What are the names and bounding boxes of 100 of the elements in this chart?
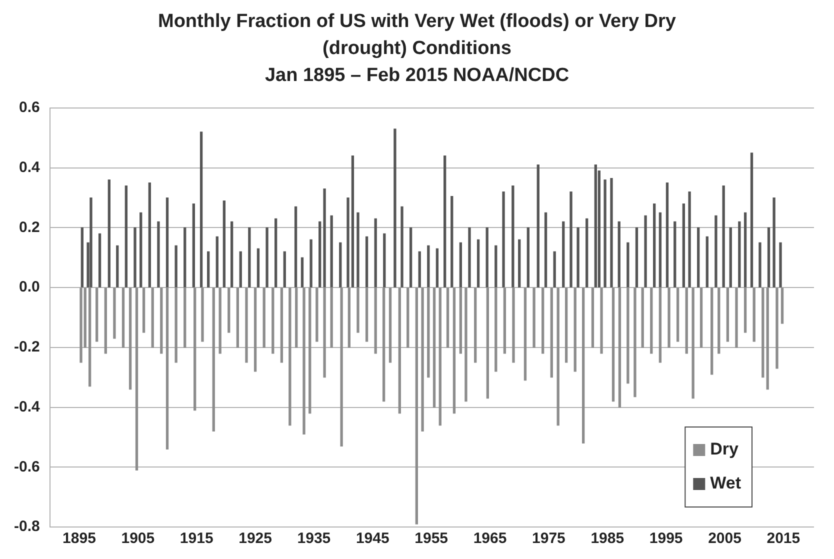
bar <box>166 197 169 288</box>
bar <box>207 251 210 288</box>
bar <box>772 197 776 288</box>
bar <box>570 191 572 288</box>
bar <box>310 239 312 288</box>
bar <box>532 288 536 348</box>
bar <box>128 288 132 390</box>
bar <box>610 178 613 288</box>
bar <box>444 156 446 288</box>
bar <box>550 288 553 378</box>
bar <box>340 288 343 447</box>
bar <box>494 288 498 372</box>
bar <box>735 288 738 348</box>
x-tick-label: 1935 <box>297 530 331 548</box>
bar <box>302 288 306 435</box>
y-tick-label: -0.8 <box>14 518 40 536</box>
bar <box>486 227 488 288</box>
bar <box>134 227 136 288</box>
bar <box>80 227 84 288</box>
bar <box>676 288 680 342</box>
bar <box>200 132 203 288</box>
bar <box>356 288 360 333</box>
bar <box>308 288 312 414</box>
bar <box>294 206 298 288</box>
bar <box>192 203 195 288</box>
bar <box>218 288 222 354</box>
bar <box>432 288 436 408</box>
bar <box>230 221 234 288</box>
bar <box>780 288 784 324</box>
bar <box>666 182 669 288</box>
y-tick-label: 0.0 <box>18 278 40 296</box>
bar <box>394 128 396 288</box>
bar <box>468 227 471 288</box>
bar <box>653 203 656 288</box>
bar <box>446 288 450 348</box>
bar <box>194 288 196 411</box>
bar <box>245 288 248 363</box>
bar <box>318 221 322 288</box>
bar <box>635 227 638 288</box>
bar <box>280 288 284 363</box>
bar <box>591 288 594 348</box>
x-tick-label: 1975 <box>532 530 566 548</box>
bar <box>248 227 251 288</box>
bar <box>626 288 630 384</box>
bar <box>486 288 490 399</box>
bar <box>512 185 514 288</box>
bar <box>88 288 92 387</box>
x-tick-label: 1925 <box>238 530 272 548</box>
bar <box>459 242 462 288</box>
bar <box>272 288 274 354</box>
bar <box>339 242 342 288</box>
bar <box>710 288 714 375</box>
x-tick-label: 1905 <box>121 530 155 548</box>
bar <box>288 288 292 426</box>
bar <box>600 288 603 354</box>
bar <box>160 288 163 354</box>
bar <box>348 288 351 348</box>
bar <box>108 180 110 288</box>
bar <box>316 288 318 342</box>
bar <box>184 288 186 348</box>
bar <box>374 218 377 288</box>
bar <box>174 288 178 363</box>
y-tick-label: -0.2 <box>14 338 40 356</box>
bar <box>236 288 240 348</box>
bar <box>779 242 782 288</box>
bar <box>418 251 421 288</box>
bar <box>752 288 756 342</box>
bar <box>626 242 630 288</box>
bar <box>738 221 741 288</box>
bar <box>382 288 386 402</box>
bar <box>406 288 410 348</box>
bar <box>400 206 404 288</box>
bar <box>148 182 151 288</box>
bar <box>330 215 333 288</box>
bar <box>80 288 82 363</box>
bar <box>135 288 138 470</box>
x-tick-label: 1915 <box>180 530 214 548</box>
bar <box>574 288 576 372</box>
bar <box>262 288 266 348</box>
bar <box>674 221 676 288</box>
bar <box>222 200 226 288</box>
bar <box>464 288 468 402</box>
bar <box>157 221 160 288</box>
bar <box>174 245 178 288</box>
bar <box>544 212 548 288</box>
bar <box>542 288 544 354</box>
bar <box>96 288 98 342</box>
bar <box>415 288 418 524</box>
bar <box>388 288 392 363</box>
bar <box>216 236 218 288</box>
bar <box>594 164 597 288</box>
bar <box>556 288 560 426</box>
bar <box>729 227 732 288</box>
bar <box>300 257 304 288</box>
x-tick-label: 1985 <box>590 530 624 548</box>
bar <box>714 215 718 288</box>
bar <box>427 245 430 288</box>
x-tick-label: 1995 <box>649 530 683 548</box>
bar <box>274 218 278 288</box>
bar <box>323 188 326 288</box>
